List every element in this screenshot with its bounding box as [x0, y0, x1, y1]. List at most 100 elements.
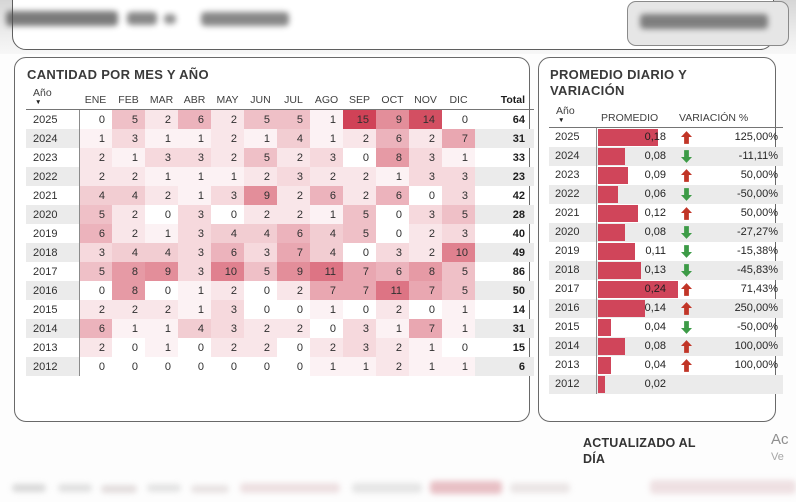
averages-year-cell[interactable]: 2014 — [549, 336, 597, 356]
matrix-cell[interactable]: 1 — [112, 148, 145, 168]
matrix-year-cell[interactable]: 2012 — [26, 357, 80, 377]
average-cell[interactable]: 0,08 — [596, 147, 675, 166]
matrix-total-cell[interactable]: 64 — [512, 113, 525, 126]
matrix-total-cell[interactable]: 49 — [512, 246, 525, 259]
matrix-cell[interactable]: 6 — [79, 224, 112, 244]
matrix-cell[interactable]: 3 — [211, 300, 244, 320]
matrix-cell[interactable]: 5 — [343, 224, 376, 244]
matrix-cell[interactable]: 1 — [178, 129, 211, 149]
matrix-cell[interactable]: 3 — [178, 148, 211, 168]
matrix-cell[interactable]: 0 — [244, 300, 277, 320]
matrix-cell[interactable]: 2 — [244, 167, 277, 187]
average-cell[interactable]: 0,04 — [596, 318, 675, 337]
matrix-cell[interactable]: 2 — [79, 167, 112, 187]
matrix-total-cell[interactable]: 28 — [512, 208, 525, 221]
matrix-total-cell[interactable]: 50 — [512, 284, 525, 297]
matrix-col-abr[interactable]: ABR — [178, 87, 211, 111]
matrix-cell[interactable]: 0 — [277, 338, 310, 358]
matrix-cell[interactable]: 0 — [277, 357, 310, 377]
matrix-cell[interactable]: 0 — [343, 300, 376, 320]
matrix-cell[interactable]: 1 — [310, 300, 343, 320]
matrix-cell[interactable]: 9 — [145, 262, 178, 282]
matrix-cell[interactable]: 1 — [343, 357, 376, 377]
matrix-cell[interactable]: 0 — [211, 205, 244, 225]
matrix-cell[interactable]: 2 — [277, 205, 310, 225]
matrix-cell[interactable]: 1 — [442, 319, 475, 339]
matrix-col-ene[interactable]: ENE — [79, 87, 112, 111]
matrix-cell[interactable]: 0 — [343, 243, 376, 263]
matrix-total-cell[interactable]: 40 — [512, 227, 525, 240]
matrix-cell[interactable]: 1 — [145, 167, 178, 187]
matrix-col-jun[interactable]: JUN — [244, 87, 277, 111]
matrix-cell[interactable]: 1 — [244, 129, 277, 149]
matrix-cell[interactable]: 4 — [244, 224, 277, 244]
average-cell[interactable]: 0,11 — [596, 242, 675, 261]
matrix-year-cell[interactable]: 2021 — [26, 186, 80, 206]
averages-year-cell[interactable]: 2015 — [549, 317, 597, 337]
matrix-cell[interactable]: 1 — [442, 148, 475, 168]
matrix-cell[interactable]: 0 — [376, 205, 409, 225]
matrix-cell[interactable]: 0 — [442, 109, 475, 130]
matrix-cell[interactable]: 4 — [79, 186, 112, 206]
average-cell[interactable]: 0,13 — [596, 261, 675, 280]
matrix-year-cell[interactable]: 2017 — [26, 262, 80, 282]
matrix-cell[interactable]: 2 — [145, 109, 178, 130]
variation-cell[interactable]: -45,83% — [675, 261, 783, 280]
average-cell[interactable]: 0,08 — [596, 337, 675, 356]
matrix-year-cell[interactable]: 2023 — [26, 148, 80, 168]
matrix-cell[interactable]: 3 — [376, 243, 409, 263]
average-cell[interactable]: 0,18 — [596, 127, 675, 147]
averages-year-cell[interactable]: 2013 — [549, 355, 597, 375]
matrix-cell[interactable]: 1 — [310, 357, 343, 377]
matrix-cell[interactable]: 0 — [442, 338, 475, 358]
variation-cell[interactable]: 250,00% — [675, 299, 783, 318]
matrix-cell[interactable]: 0 — [277, 300, 310, 320]
matrix-cell[interactable]: 7 — [409, 281, 442, 301]
matrix-cell[interactable]: 4 — [112, 243, 145, 263]
matrix-cell[interactable]: 1 — [145, 129, 178, 149]
matrix-total-cell[interactable]: 15 — [512, 341, 525, 354]
matrix-cell[interactable]: 2 — [409, 129, 442, 149]
matrix-cell[interactable]: 5 — [442, 205, 475, 225]
averages-year-cell[interactable]: 2018 — [549, 260, 597, 280]
matrix-total-cell[interactable]: 42 — [512, 189, 525, 202]
matrix-cell[interactable]: 1 — [178, 186, 211, 206]
matrix-cell[interactable]: 8 — [112, 281, 145, 301]
matrix-cell[interactable]: 1 — [409, 338, 442, 358]
matrix-cell[interactable]: 7 — [442, 129, 475, 149]
matrix-cell[interactable]: 9 — [376, 109, 409, 130]
matrix-cell[interactable]: 1 — [310, 109, 343, 130]
averages-col-promedio[interactable]: PROMEDIO — [596, 104, 675, 128]
matrix-cell[interactable]: 7 — [310, 281, 343, 301]
matrix-cell[interactable]: 2 — [112, 167, 145, 187]
matrix-cell[interactable]: 5 — [442, 281, 475, 301]
matrix-year-cell[interactable]: 2018 — [26, 243, 80, 263]
matrix-cell[interactable]: 2 — [79, 148, 112, 168]
matrix-cell[interactable]: 1 — [409, 357, 442, 377]
matrix-cell[interactable]: 3 — [145, 148, 178, 168]
matrix-col-oct[interactable]: OCT — [376, 87, 409, 111]
matrix-col-mar[interactable]: MAR — [145, 87, 178, 111]
matrix-cell[interactable]: 3 — [442, 167, 475, 187]
matrix-cell[interactable]: 0 — [79, 109, 112, 130]
matrix-cell[interactable]: 1 — [376, 167, 409, 187]
matrix-year-cell[interactable]: 2020 — [26, 205, 80, 225]
variation-cell[interactable]: -50,00% — [675, 318, 783, 337]
matrix-cell[interactable]: 2 — [310, 167, 343, 187]
matrix-cell[interactable]: 5 — [112, 109, 145, 130]
matrix-cell[interactable]: 0 — [145, 205, 178, 225]
variation-cell[interactable]: 71,43% — [675, 280, 783, 299]
matrix-col-ago[interactable]: AGO — [310, 87, 343, 111]
matrix-cell[interactable]: 0 — [145, 357, 178, 377]
matrix-cell[interactable]: 2 — [211, 281, 244, 301]
matrix-cell[interactable]: 0 — [211, 357, 244, 377]
matrix-cell[interactable]: 0 — [79, 281, 112, 301]
matrix-cell[interactable]: 2 — [112, 224, 145, 244]
variation-cell[interactable]: 100,00% — [675, 337, 783, 356]
variation-cell[interactable]: -11,11% — [675, 147, 783, 166]
matrix-cell[interactable]: 0 — [409, 300, 442, 320]
matrix-cell[interactable]: 0 — [244, 357, 277, 377]
matrix-cell[interactable]: 1 — [310, 205, 343, 225]
variation-cell[interactable]: -15,38% — [675, 242, 783, 261]
average-cell[interactable]: 0,02 — [596, 375, 675, 394]
